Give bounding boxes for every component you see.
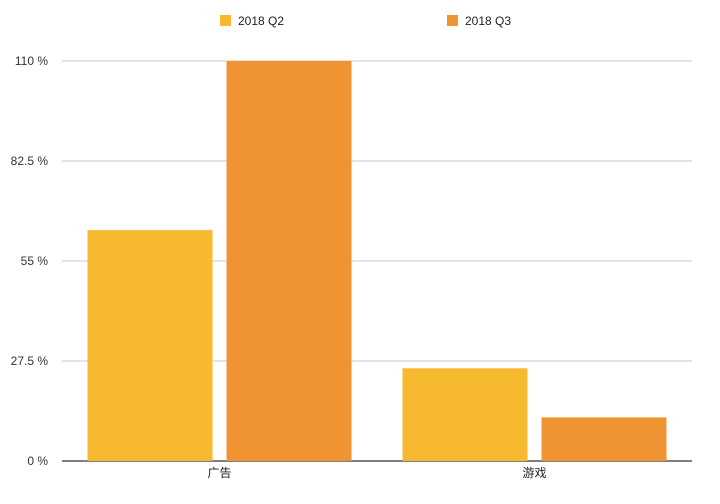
legend-swatch — [447, 15, 458, 26]
y-tick-label: 0 % — [27, 454, 48, 468]
y-tick-label: 82.5 % — [11, 154, 49, 168]
bar-q2-1 — [402, 368, 528, 461]
x-axis-categories: 广告 游戏 — [207, 466, 546, 480]
legend-label: 2018 Q3 — [465, 14, 511, 28]
x-category-label: 广告 — [207, 466, 231, 480]
legend-label: 2018 Q2 — [238, 14, 284, 28]
bars — [87, 61, 667, 461]
legend-swatch — [220, 15, 231, 26]
legend: 2018 Q2 2018 Q3 — [220, 14, 511, 28]
x-category-label: 游戏 — [522, 466, 546, 480]
bar-q3-0 — [226, 61, 352, 461]
y-tick-label: 27.5 % — [11, 354, 49, 368]
bar-q3-1 — [541, 417, 667, 461]
y-tick-label: 55 % — [21, 254, 49, 268]
bar-q2-0 — [87, 230, 213, 461]
y-tick-label: 110 % — [15, 54, 48, 68]
y-axis-ticks: 0 % 27.5 % 55 % 82.5 % 110 % — [11, 54, 49, 468]
